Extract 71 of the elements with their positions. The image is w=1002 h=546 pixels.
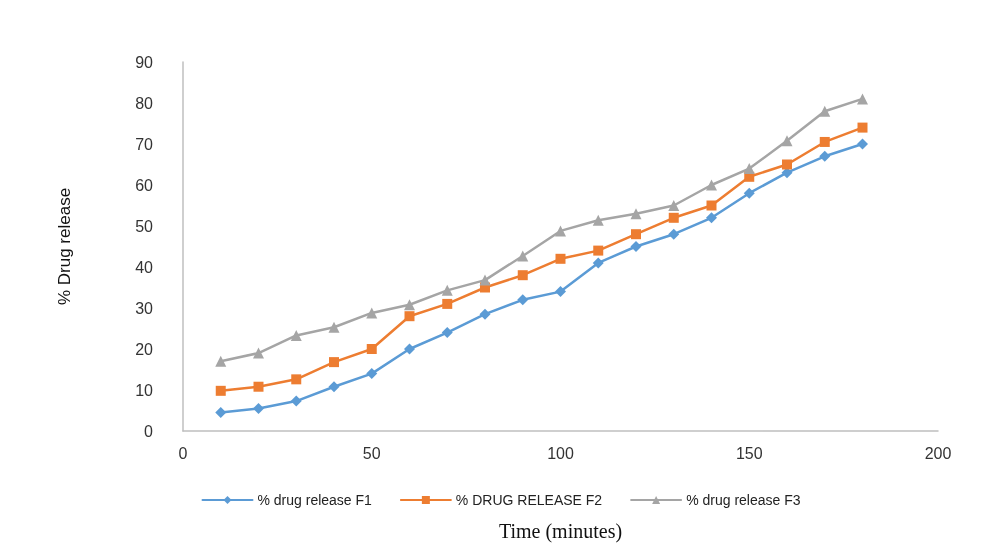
point [290,329,302,341]
point [555,225,566,237]
y-tick-label: 0 [144,422,154,440]
point [630,208,642,220]
point [404,299,415,311]
y-tick-label: 20 [135,340,154,358]
point [857,122,868,133]
point [404,343,415,355]
point [555,286,566,298]
x-tick-label: 200 [924,444,952,462]
legend-label: % drug release F1 [257,492,373,508]
y-tick-label: 50 [135,217,154,235]
point [668,200,680,211]
point [782,159,792,170]
y-axis-title: % Drug release [55,187,74,306]
y-tick-label: 40 [135,258,154,276]
x-tick-label: 100 [547,444,574,462]
point [215,385,226,396]
point [819,150,831,162]
point [253,347,264,359]
y-tick-label: 70 [135,135,154,153]
x-tick-label: 50 [362,444,381,462]
point [517,294,529,306]
point [215,355,227,367]
y-tick-label: 10 [135,381,154,399]
point [404,311,415,322]
point [442,298,453,309]
point [253,381,264,392]
point [328,321,340,333]
point [706,212,717,224]
point [479,274,491,286]
point [366,344,377,354]
legend-label: % drug release F3 [686,492,801,508]
y-tick-label: 80 [135,94,154,112]
x-tick-label: 0 [178,444,188,462]
legend-label: % DRUG RELEASE F2 [455,492,603,508]
point [329,357,339,368]
point [631,229,641,240]
point [215,407,227,419]
point [706,179,717,191]
point [479,308,491,320]
point [668,212,679,223]
point [857,93,868,105]
point [290,395,302,407]
point [781,135,793,147]
y-tick-label: 90 [135,53,154,71]
point [819,105,831,117]
point [253,402,264,414]
point [592,214,604,226]
point [517,250,529,262]
point [592,257,604,269]
point [328,381,340,393]
point [630,241,642,252]
point [517,270,528,281]
point [291,374,302,385]
point [366,368,378,380]
point [706,200,717,211]
point [441,327,453,339]
point [366,307,378,319]
point [743,187,755,199]
point [668,228,680,240]
point [743,163,755,175]
y-tick-label: 30 [135,299,154,317]
y-tick-label: 60 [135,176,154,194]
x-axis-title: Time (minutes) [498,520,623,543]
x-tick-label: 150 [735,444,763,462]
point [555,253,566,264]
point [593,245,604,256]
point [857,138,868,150]
point [819,136,830,147]
point [441,284,453,296]
